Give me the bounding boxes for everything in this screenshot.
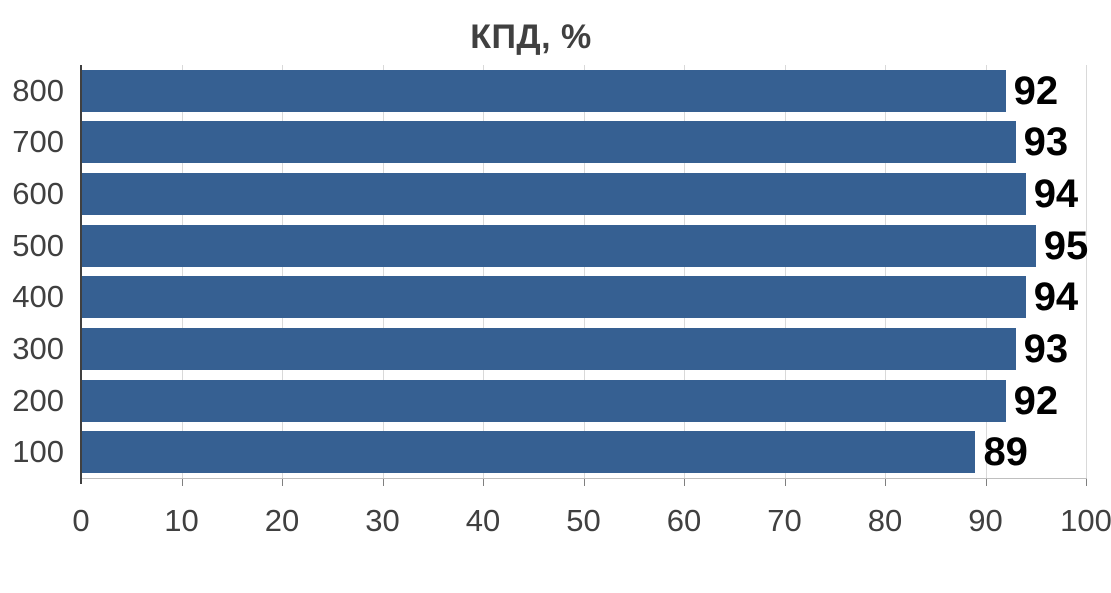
gridline-80 [885, 65, 886, 478]
bar-800 [81, 69, 1006, 112]
x-tick-100 [1086, 479, 1087, 486]
y-label-600: 600 [12, 176, 64, 212]
gridline-100 [1086, 65, 1087, 478]
bar-400 [81, 276, 1026, 319]
gridline-10 [181, 65, 183, 478]
x-tick-80 [885, 479, 886, 486]
x-tick-10 [181, 479, 183, 486]
x-label-0: 0 [72, 503, 90, 538]
gridline-20 [282, 65, 283, 478]
gridline-50 [583, 65, 585, 478]
value-label-100: 89 [983, 430, 1028, 475]
x-axis-line [81, 478, 1087, 479]
bar-700 [81, 121, 1016, 164]
gridline-70 [784, 65, 786, 478]
gridline-90 [985, 65, 987, 478]
x-label-40: 40 [465, 503, 501, 538]
x-tick-30 [382, 479, 384, 486]
x-tick-50 [583, 479, 585, 486]
value-label-700: 93 [1023, 120, 1069, 165]
bar-600 [81, 173, 1026, 216]
chart-title: КПД, % [470, 18, 592, 56]
value-label-800: 92 [1013, 68, 1059, 113]
y-label-500: 500 [12, 227, 64, 263]
x-label-20: 20 [264, 503, 300, 538]
x-tick-70 [784, 479, 786, 486]
x-label-60: 60 [666, 503, 702, 538]
y-label-700: 700 [12, 124, 64, 160]
bar-500 [81, 224, 1036, 267]
value-label-200: 92 [1013, 378, 1059, 423]
bar-200 [81, 379, 1006, 422]
x-tick-90 [985, 479, 987, 486]
y-label-300: 300 [12, 330, 64, 366]
x-label-30: 30 [365, 503, 400, 538]
x-label-80: 80 [867, 503, 903, 538]
value-label-300: 93 [1023, 326, 1069, 371]
x-label-90: 90 [968, 503, 1003, 538]
y-axis-line [80, 65, 82, 484]
y-label-200: 200 [12, 382, 64, 418]
bar-100 [81, 431, 976, 474]
plot-area: 92 93 94 95 94 93 92 89 [81, 65, 1089, 478]
x-label-70: 70 [767, 503, 802, 538]
gridline-60 [684, 65, 685, 478]
x-tick-20 [282, 479, 283, 486]
y-label-100: 100 [12, 434, 64, 470]
x-tick-40 [483, 479, 484, 486]
bar-300 [81, 327, 1016, 370]
value-label-400: 94 [1033, 275, 1079, 320]
x-label-50: 50 [566, 503, 601, 538]
x-label-100: 100 [1060, 503, 1111, 538]
value-label-600: 94 [1033, 172, 1079, 217]
gridline-30 [382, 65, 384, 478]
x-tick-60 [684, 479, 685, 486]
x-label-10: 10 [164, 503, 199, 538]
gridline-40 [483, 65, 484, 478]
value-label-500: 95 [1043, 223, 1089, 268]
y-label-800: 800 [12, 72, 64, 108]
y-label-400: 400 [12, 279, 64, 315]
